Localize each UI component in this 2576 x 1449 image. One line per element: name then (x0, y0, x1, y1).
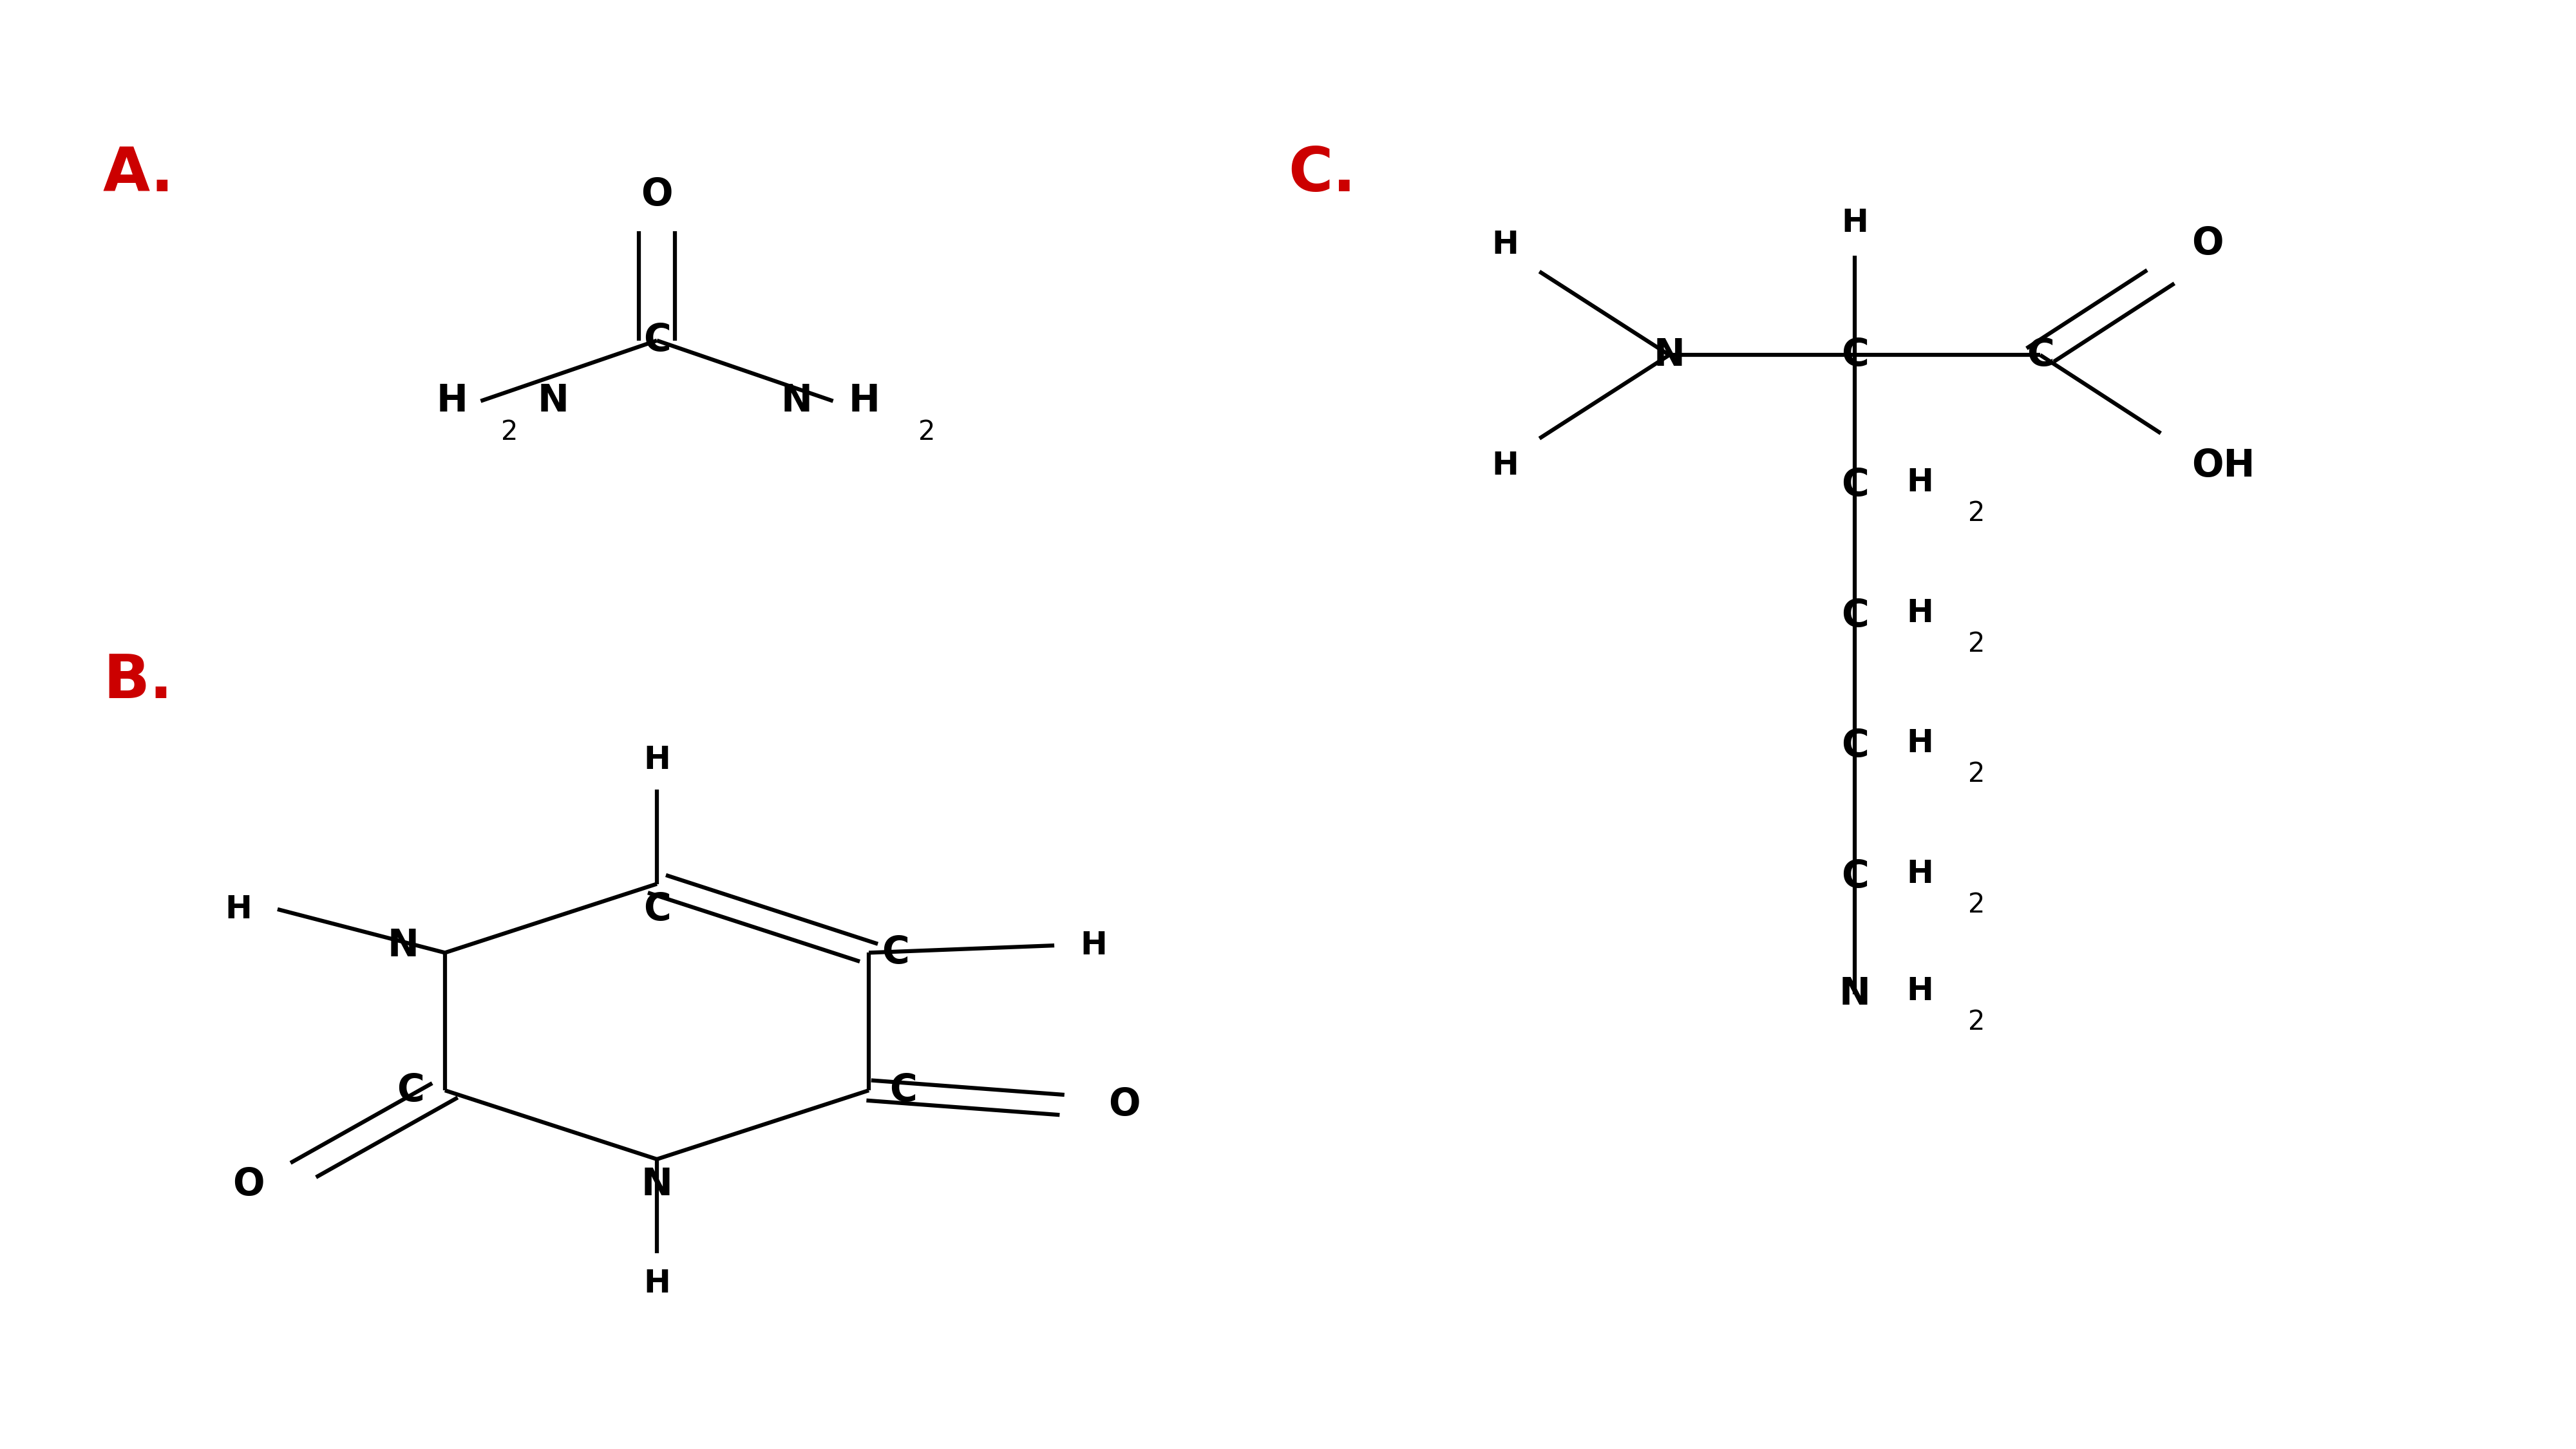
Text: N: N (781, 383, 811, 419)
Text: H: H (1906, 467, 1932, 498)
Text: O: O (2192, 226, 2223, 262)
Text: C: C (1842, 858, 1868, 895)
Text: H: H (1492, 451, 1520, 481)
Text: 2: 2 (502, 419, 518, 445)
Text: 2: 2 (1968, 1009, 1986, 1036)
Text: 2: 2 (917, 419, 935, 445)
Text: C: C (1842, 336, 1868, 374)
Text: 2: 2 (1968, 891, 1986, 919)
Text: N: N (1654, 336, 1685, 374)
Text: H: H (1906, 975, 1932, 1007)
Text: H: H (1906, 597, 1932, 629)
Text: N: N (538, 383, 569, 419)
Text: 2: 2 (1968, 630, 1986, 658)
Text: A.: A. (103, 145, 175, 204)
Text: 2: 2 (1968, 761, 1986, 788)
Text: H: H (1079, 930, 1108, 961)
Text: C: C (1842, 467, 1868, 504)
Text: C: C (644, 322, 670, 359)
Text: C: C (1842, 597, 1868, 635)
Text: C: C (644, 891, 670, 927)
Text: H: H (848, 383, 881, 419)
Text: C: C (1842, 727, 1868, 765)
Text: N: N (389, 927, 420, 964)
Text: H: H (644, 745, 670, 775)
Text: C: C (2027, 336, 2053, 374)
Text: O: O (641, 177, 672, 213)
Text: B.: B. (103, 652, 173, 711)
Text: H: H (224, 894, 252, 924)
Text: N: N (641, 1166, 672, 1203)
Text: C: C (881, 935, 909, 971)
Text: N: N (1839, 975, 1870, 1013)
Text: C: C (889, 1072, 917, 1108)
Text: H: H (435, 383, 469, 419)
Text: C.: C. (1288, 145, 1355, 204)
Text: 2: 2 (1968, 500, 1986, 527)
Text: H: H (1492, 229, 1520, 259)
Text: H: H (1906, 858, 1932, 890)
Text: O: O (1108, 1087, 1141, 1123)
Text: H: H (1906, 727, 1932, 759)
Text: O: O (232, 1166, 265, 1203)
Text: H: H (1842, 207, 1868, 239)
Text: H: H (644, 1268, 670, 1298)
Text: C: C (397, 1072, 425, 1108)
Text: OH: OH (2192, 448, 2254, 484)
